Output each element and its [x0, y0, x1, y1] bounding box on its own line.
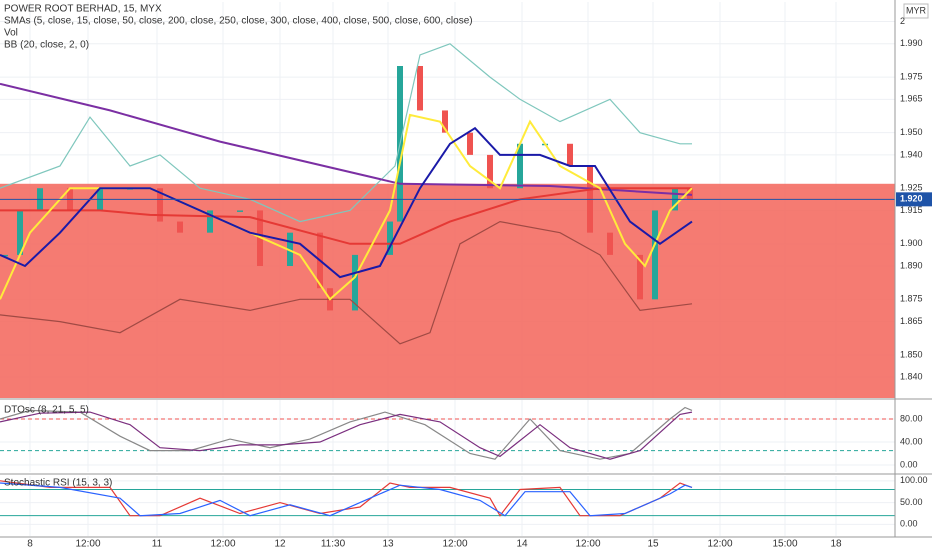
candle	[237, 210, 243, 212]
candle	[387, 221, 393, 255]
y-tick-label: 0.00	[900, 519, 918, 529]
candle	[467, 132, 473, 155]
candle	[567, 143, 573, 166]
candle	[2, 254, 8, 257]
candle	[487, 154, 493, 189]
x-tick-label: 8	[27, 539, 33, 550]
y-tick-label: 1.965	[900, 94, 923, 104]
y-tick-label: 1.900	[900, 238, 923, 248]
x-tick-label: 18	[830, 539, 842, 550]
y-tick-label: 80.00	[900, 413, 923, 423]
indicator-label: DTOsc (8, 21, 5, 5)	[4, 405, 89, 416]
y-tick-label: 1.890	[900, 260, 923, 270]
y-tick-label: 1.975	[900, 71, 923, 81]
candle	[652, 210, 658, 300]
x-tick-label: 13	[382, 539, 394, 550]
y-tick-label: 1.950	[900, 127, 923, 137]
series-line	[0, 220, 693, 345]
candle	[177, 221, 183, 233]
plot-layer	[0, 2, 895, 536]
candle	[637, 254, 643, 300]
y-tick-label: 1.865	[900, 316, 923, 326]
x-tick-label: 12:00	[210, 539, 235, 550]
y-tick-label: 1.990	[900, 38, 923, 48]
candle	[607, 232, 613, 255]
currency-box	[903, 3, 929, 19]
y-tick-label: 0.00	[900, 459, 918, 469]
series-line	[0, 82, 693, 196]
candle	[352, 254, 358, 311]
indicator-label: BB (20, close, 2, 0)	[4, 40, 89, 51]
x-tick-label: 12:00	[707, 539, 732, 550]
candle	[517, 143, 523, 189]
y-tick-label: 1.850	[900, 349, 923, 359]
x-tick-label: 12:00	[442, 539, 467, 550]
x-tick-label: 11:30	[321, 539, 346, 550]
y-tick-label: 40.00	[900, 436, 923, 446]
x-tick-label: 15	[647, 539, 659, 550]
last-price-label: 1.920	[900, 194, 923, 204]
y-tick-label: 1.925	[900, 183, 923, 193]
price-zone	[0, 183, 895, 398]
currency: MYR	[906, 5, 927, 15]
x-tick-label: 12:00	[75, 539, 100, 550]
series-line	[0, 187, 692, 245]
y-tick-label: 1.875	[900, 294, 923, 304]
x-tick-label: 12	[274, 539, 286, 550]
x-tick-label: 12:00	[575, 539, 600, 550]
chart-title: POWER ROOT BERHAD, 15, MYX	[4, 4, 162, 15]
series-line	[0, 406, 693, 460]
last-price-box	[896, 192, 932, 207]
x-tick-label: 14	[516, 539, 528, 550]
y-tick-label: 1.915	[900, 205, 923, 215]
candle	[157, 188, 163, 222]
series-line	[0, 482, 693, 517]
series-line	[0, 411, 693, 460]
candle	[207, 210, 213, 233]
series-line	[0, 43, 692, 223]
y-tick-label: 100.00	[900, 475, 928, 485]
y-tick-label: 2	[900, 16, 905, 26]
indicator-label: SMAs (5, close, 15, close, 50, close, 20…	[4, 16, 473, 27]
candle	[417, 66, 423, 111]
y-tick-label: 50.00	[900, 497, 923, 507]
y-tick-label: 1.840	[900, 371, 923, 381]
indicator-label: Vol	[4, 28, 18, 39]
x-tick-label: 11	[152, 539, 163, 550]
y-tick-label: 1.940	[900, 149, 923, 159]
candle	[287, 232, 293, 266]
candle	[442, 110, 448, 133]
candle	[17, 210, 23, 255]
series-line	[0, 126, 693, 279]
indicator-label: Stochastic RSI (15, 3, 3)	[4, 478, 112, 489]
x-tick-label: 15:00	[772, 539, 797, 550]
